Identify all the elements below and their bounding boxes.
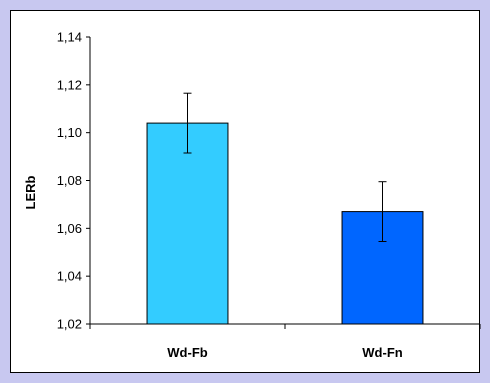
y-tick-label: 1,12 [57, 77, 82, 92]
x-tick-label: Wd-Fb [167, 345, 207, 360]
y-tick-label: 1,14 [57, 30, 82, 45]
x-tick-label: Wd-Fn [362, 345, 402, 360]
y-tick-label: 1,02 [57, 317, 82, 332]
y-tick-label: 1,06 [57, 221, 82, 236]
y-tick-label: 1,08 [57, 173, 82, 188]
y-axis-title: LERb [23, 175, 38, 209]
bar-chart: 1,021,041,061,081,101,121,14 Wd-Fb Wd-Fn … [23, 30, 481, 360]
x-axis-ticks: Wd-Fb Wd-Fn [89, 324, 481, 360]
error-bar [378, 181, 387, 242]
error-bars-group [183, 92, 387, 242]
error-bar [183, 92, 192, 154]
y-tick-label: 1,04 [57, 269, 82, 284]
y-tick-label: 1,10 [57, 125, 82, 140]
chart-frame: 1,02 1,04 1,06 1,08 1,10 1,12 1,14 Wd-Fb Wd-Fn … [10, 10, 481, 373]
y-axis-ticks: 1,02 1,04 1,06 1,08 1,10 1,12 1,14 [57, 30, 90, 332]
